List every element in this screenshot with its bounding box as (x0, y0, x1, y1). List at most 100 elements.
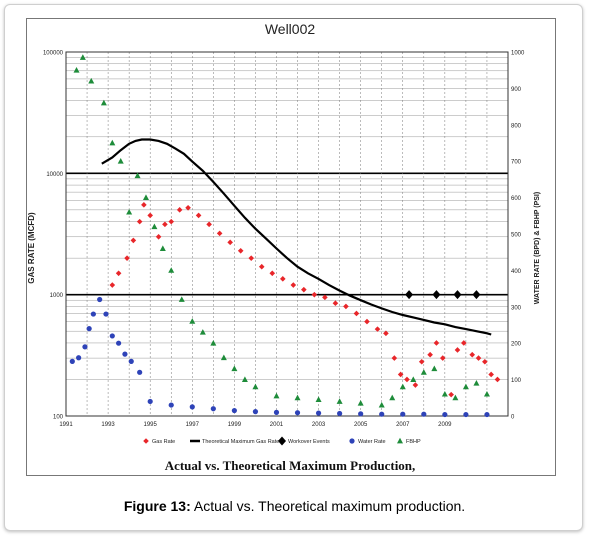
gas-rate-point (332, 300, 339, 307)
gas-rate-point (258, 263, 265, 270)
gas-rate-point (391, 355, 398, 361)
gas-rate-point (130, 237, 137, 244)
water-rate-point (252, 409, 259, 415)
water-rate-point (463, 411, 469, 418)
legend-swatch-water-rate (349, 438, 355, 444)
y-left-tick-label: 1000 (50, 293, 64, 299)
gas-rate-point (311, 291, 318, 298)
gas-rate-point (353, 310, 360, 317)
x-tick-label: 2009 (438, 422, 452, 428)
fbhp-point (483, 390, 490, 397)
gas-rate-point (322, 294, 328, 301)
water-rate-point (86, 326, 92, 332)
caption-text: Actual vs. Theoretical maximum productio… (190, 498, 466, 514)
fbhp-point (168, 267, 175, 273)
gas-rate-point (383, 330, 389, 337)
fbhp-point (79, 54, 86, 60)
gas-rate-point (427, 351, 433, 358)
water-rate-point (147, 398, 153, 405)
gas-rate-point (162, 221, 168, 228)
fbhp-point (199, 329, 206, 335)
water-rate-point (109, 333, 115, 339)
fbhp-point (151, 223, 158, 230)
fbhp-point (441, 390, 448, 397)
water-rate-point (189, 404, 195, 410)
gas-rate-point (482, 358, 488, 365)
water-rate-point (69, 358, 75, 364)
gas-rate-point (227, 239, 233, 246)
gas-rate-point (418, 358, 425, 365)
workover-events-point (453, 290, 462, 300)
fbhp-point (88, 77, 95, 84)
gas-rate-point (364, 318, 370, 325)
water-rate-point (337, 410, 343, 417)
fbhp-point (109, 139, 116, 146)
water-rate-point (400, 411, 406, 417)
fbhp-point (452, 394, 459, 401)
gas-rate-point (433, 340, 440, 346)
gas-rate-point (176, 207, 183, 213)
water-rate-point (116, 340, 122, 346)
x-tick-label: 1997 (186, 422, 200, 428)
fbhp-point (73, 67, 80, 73)
water-rate-point (103, 311, 109, 317)
legend-swatch-fbhp (397, 437, 403, 444)
fbhp-point (473, 380, 480, 386)
y-right-tick-label: 400 (511, 269, 522, 275)
y-right-tick-label: 500 (511, 233, 522, 239)
gas-rate-point (168, 218, 175, 225)
water-rate-point (168, 402, 174, 408)
gas-rate-point (216, 230, 223, 237)
water-rate-point (76, 355, 82, 361)
legend-label-water-rate: Water Rate (358, 439, 386, 445)
fbhp-point (378, 401, 385, 408)
gas-rate-point (185, 204, 191, 211)
gas-rate-point (237, 247, 244, 254)
fbhp-point (241, 376, 248, 382)
water-rate-point (82, 344, 88, 350)
gas-rate-point (279, 276, 286, 282)
gas-rate-point (412, 382, 419, 388)
fbhp-point (159, 245, 166, 251)
water-rate-point (315, 410, 322, 416)
gas-rate-point (475, 355, 482, 361)
gas-rate-point (155, 233, 162, 240)
water-rate-point (128, 358, 134, 364)
fbhp-point (336, 398, 343, 404)
gas-rate-point (147, 212, 153, 219)
fbhp-point (189, 318, 196, 324)
fbhp-point (210, 340, 217, 346)
water-rate-point (122, 351, 128, 357)
gas-rate-point (488, 371, 494, 378)
water-rate-point (358, 411, 364, 417)
gas-rate-point (494, 376, 501, 383)
axis-layer: 1000001000010001001000900800700600500400… (43, 51, 525, 429)
fbhp-point (231, 365, 238, 372)
gas-rate-point (269, 270, 276, 277)
theoretical-maximum-gas-rate-line (101, 138, 492, 336)
plot-area-border (65, 51, 509, 417)
fbhp-point (315, 396, 322, 403)
gas-rate-point (374, 326, 381, 332)
gas-rate-point (461, 340, 467, 346)
y-right-tick-label: 900 (511, 87, 522, 93)
workover-events-point (472, 290, 481, 300)
y-right-axis-label: WATER RATE (BPD) & FBHP (PSI) (534, 192, 541, 304)
y-right-tick-label: 0 (511, 415, 515, 421)
water-rate-point (231, 407, 237, 414)
y-right-tick-label: 700 (511, 160, 522, 166)
fbhp-point (178, 296, 185, 302)
gas-rate-point (343, 303, 349, 310)
water-rate-point (273, 409, 280, 415)
grid-layer (66, 52, 508, 416)
chart-panel (26, 18, 556, 476)
gas-rate-point (469, 351, 476, 358)
caption-label: Figure 13: (123, 498, 191, 514)
fbhp-point (357, 400, 364, 406)
x-tick-label: 2005 (354, 422, 368, 428)
gas-rate-point (397, 371, 404, 378)
y-right-tick-label: 200 (511, 342, 522, 348)
chart-title: Well002 (265, 21, 316, 37)
fbhp-point (142, 194, 149, 200)
